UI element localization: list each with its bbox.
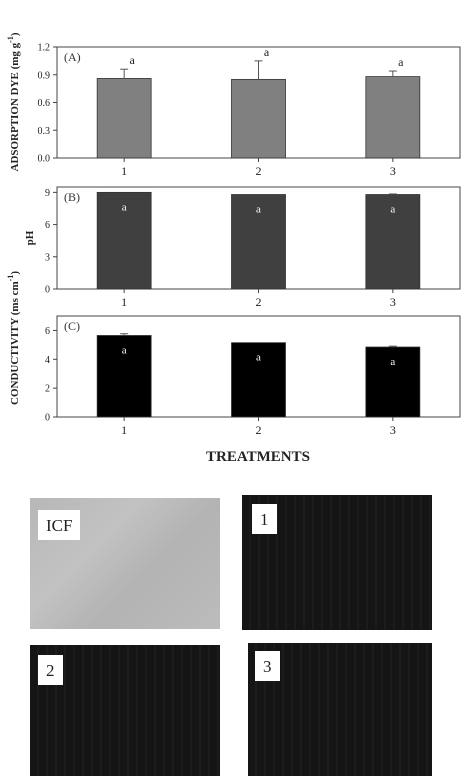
x-tick-label: 1 xyxy=(121,423,127,437)
y-tick-label: 2 xyxy=(45,384,50,395)
photo-label-3: 3 xyxy=(255,651,280,681)
y-axis-title-unit-close: ) xyxy=(9,271,21,275)
bar xyxy=(231,78,286,159)
bar xyxy=(365,346,421,418)
data-label: a xyxy=(122,344,127,356)
data-label: a xyxy=(398,55,404,69)
bar xyxy=(96,335,152,418)
data-label: a xyxy=(264,45,270,59)
panel-label: (B) xyxy=(64,190,80,204)
y-tick-label: 1.2 xyxy=(38,43,51,54)
photo-label-1: 1 xyxy=(252,504,277,534)
y-tick-label: 9 xyxy=(45,188,50,199)
y-axis-title-unit-exponent: -1 xyxy=(6,36,15,43)
x-tick-label: 1 xyxy=(121,295,127,309)
y-axis-title: pH xyxy=(24,230,36,245)
photo-treatment-2: 2 xyxy=(30,645,220,776)
y-tick-label: 3 xyxy=(45,252,50,263)
panel-label: (C) xyxy=(64,319,80,333)
x-tick-label: 2 xyxy=(256,423,262,437)
y-axis-title-unit: (ms cm xyxy=(9,281,21,318)
x-tick-label: 3 xyxy=(390,423,396,437)
panel-label: (A) xyxy=(64,50,81,64)
y-tick-label: 0.6 xyxy=(38,98,51,109)
chart-panel-2: 0 3 6 9 1 a 2 a 3 a (B) pH xyxy=(24,186,461,309)
y-tick-label: 0.3 xyxy=(38,126,51,137)
data-label: a xyxy=(390,356,395,368)
bar xyxy=(96,78,152,159)
data-label: a xyxy=(390,204,395,216)
chart-panel-1: 0.0 0.3 0.6 0.9 1.2 1 a 2 a 3 a (A) ADSORPTION DYE (… xyxy=(6,32,461,178)
y-axis-title-main: ADSORPTION DYE xyxy=(9,72,21,171)
photo-icf: ICF xyxy=(30,498,220,629)
bar xyxy=(231,342,286,418)
x-tick-label: 1 xyxy=(121,164,127,178)
photo-label-icf: ICF xyxy=(38,510,81,540)
bar xyxy=(365,194,421,290)
x-tick-label: 2 xyxy=(256,164,262,178)
y-tick-label: 0 xyxy=(45,285,50,296)
y-tick-label: 4 xyxy=(45,355,50,366)
y-axis-title: ADSORPTION DYE (mg g-1) xyxy=(6,32,21,171)
y-axis-title-unit-exponent: -1 xyxy=(6,275,15,282)
x-tick-label: 2 xyxy=(256,295,262,309)
y-tick-label: 6 xyxy=(45,326,50,337)
data-label: a xyxy=(130,53,136,67)
y-tick-label: 0 xyxy=(45,413,50,424)
x-tick-label: 3 xyxy=(390,295,396,309)
bar xyxy=(96,191,152,290)
photo-label-2: 2 xyxy=(38,655,63,685)
y-axis-title-main: pH xyxy=(24,230,36,245)
photo-treatment-1: 1 xyxy=(242,495,432,630)
data-label: a xyxy=(122,201,127,213)
y-axis-title-unit-close: ) xyxy=(9,32,21,36)
chart-panel-3: 0 2 4 6 1 a 2 a 3 a (C) CONDUCTIVITY (ms cm-1) xyxy=(6,271,461,437)
x-axis-title: TREATMENTS xyxy=(206,449,310,465)
y-tick-label: 0.9 xyxy=(38,70,51,81)
data-label: a xyxy=(256,204,261,216)
data-label: a xyxy=(256,352,261,364)
y-axis-title: CONDUCTIVITY (ms cm-1) xyxy=(6,271,21,405)
y-axis-title-unit: (mg g xyxy=(9,42,21,72)
y-tick-label: 0.0 xyxy=(38,154,51,165)
y-tick-label: 6 xyxy=(45,220,50,231)
y-axis-title-main: CONDUCTIVITY xyxy=(9,318,21,405)
bar xyxy=(365,76,421,159)
x-tick-label: 3 xyxy=(390,164,396,178)
photo-treatment-3: 3 xyxy=(248,643,432,776)
bar-chart-figure: TREATMENTS 0.0 0.3 0.6 0.9 1.2 1 a 2 a 3 a (A) ADSOR… xyxy=(6,32,461,465)
